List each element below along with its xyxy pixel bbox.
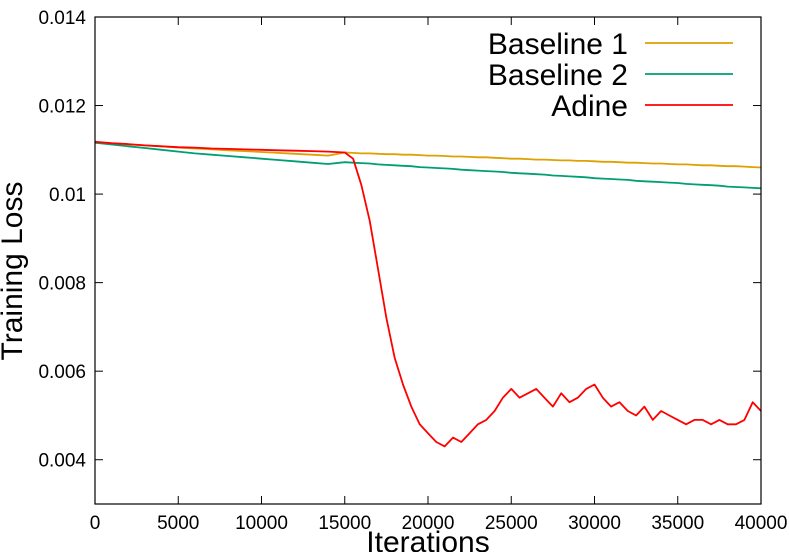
- y-tick-label: 0.006: [38, 362, 86, 383]
- y-tick-label: 0.008: [38, 274, 86, 295]
- legend-label-baseline-2: Baseline 2: [488, 59, 628, 92]
- legend-label-adine: Adine: [551, 90, 628, 123]
- y-tick-label: 0.004: [38, 451, 86, 472]
- x-tick-label: 25000: [485, 513, 538, 534]
- x-tick-label: 40000: [735, 513, 788, 534]
- plot-frame: [94, 16, 762, 505]
- y-tick-label: 0.012: [38, 97, 86, 118]
- x-tick-label: 20000: [402, 513, 455, 534]
- x-tick-label: 5000: [157, 513, 199, 534]
- series-layer: [94, 140, 762, 448]
- x-tick-label: 10000: [235, 513, 288, 534]
- tick-labels: 0 5000 10000 15000 20000 25000 30000 35000 40000…: [38, 8, 787, 534]
- x-tick-label: 30000: [568, 513, 621, 534]
- series-line-adine: [94, 140, 762, 448]
- x-tick-label: 0: [90, 513, 101, 534]
- x-tick-label: 15000: [318, 513, 371, 534]
- y-tick-label: 0.01: [49, 185, 86, 206]
- legend-label-baseline-1: Baseline 1: [488, 28, 628, 61]
- ticks: [94, 16, 762, 504]
- x-tick-label: 35000: [651, 513, 704, 534]
- series-line-baseline-1: [94, 141, 762, 169]
- x-axis-title: Iterations: [366, 526, 489, 552]
- series-line-baseline-2: [94, 141, 762, 190]
- y-axis-title: Training Loss: [0, 182, 29, 361]
- y-tick-label: 0.014: [38, 8, 86, 29]
